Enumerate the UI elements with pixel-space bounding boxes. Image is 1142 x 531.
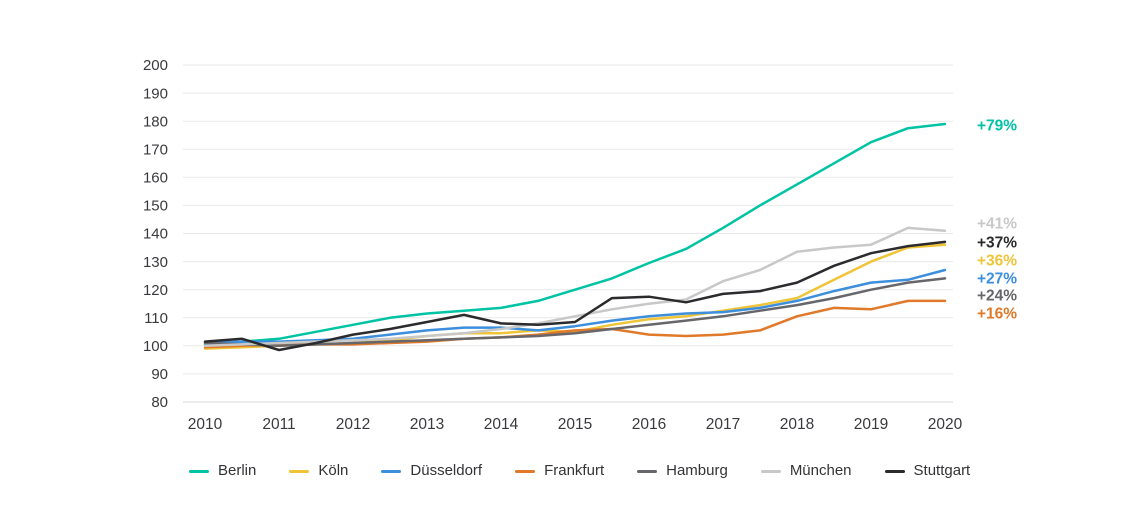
x-axis-tick-label: 2017 <box>706 416 740 433</box>
legend-item-köln: Köln <box>289 462 348 480</box>
series-line-berlin <box>203 122 947 346</box>
legend-item-stuttgart: Stuttgart <box>884 462 971 480</box>
end-label-stuttgart: +37% <box>977 235 1017 252</box>
series-line-stuttgart <box>203 240 947 352</box>
y-axis-tick-label: 130 <box>143 254 168 271</box>
legend-label: Köln <box>318 462 349 479</box>
legend-item-berlin: Berlin <box>189 462 256 480</box>
x-axis-tick-label: 2020 <box>928 416 963 433</box>
legend-item-düsseldorf: Düsseldorf <box>381 462 482 480</box>
y-axis-tick-label: 170 <box>143 141 168 158</box>
y-axis-tick-label: 100 <box>143 338 168 355</box>
y-axis-tick-label: 110 <box>144 310 168 327</box>
end-label-hamburg: +24% <box>977 288 1017 305</box>
legend-label: Berlin <box>218 462 257 479</box>
legend-label: Düsseldorf <box>410 462 483 479</box>
end-label-düsseldorf: +27% <box>977 271 1017 288</box>
y-axis-tick-label: 140 <box>143 226 168 243</box>
y-axis-tick-label: 190 <box>143 85 168 102</box>
end-label-frankfurt: +16% <box>977 306 1017 323</box>
x-axis-tick-label: 2014 <box>484 416 519 433</box>
y-axis-tick-label: 90 <box>151 366 168 383</box>
y-axis-tick-label: 180 <box>143 113 168 130</box>
legend-swatch-icon <box>760 469 781 473</box>
legend-swatch-icon <box>189 469 209 473</box>
x-axis-tick-label: 2015 <box>558 416 592 433</box>
legend-swatch-icon <box>515 469 536 473</box>
legend-swatch-icon <box>381 469 402 473</box>
x-axis-tick-label: 2010 <box>188 416 223 433</box>
y-axis-tick-label: 120 <box>143 282 168 299</box>
chart-legend: Berlin Köln Düsseldorf Frankfurt Hamburg Münc… <box>189 462 1003 480</box>
series-line-münchen <box>203 226 947 348</box>
x-axis-tick-label: 2012 <box>336 416 370 433</box>
legend-swatch-icon <box>289 469 310 473</box>
y-axis-tick-label: 200 <box>143 57 168 74</box>
legend-item-hamburg: Hamburg <box>637 462 728 480</box>
y-axis-tick-label: 80 <box>151 394 168 411</box>
y-axis-tick-label: 150 <box>143 198 168 215</box>
legend-label: München <box>789 462 852 479</box>
legend-label: Hamburg <box>666 462 728 479</box>
x-axis-tick-label: 2018 <box>780 416 814 433</box>
x-axis-tick-label: 2011 <box>262 416 295 433</box>
y-axis-tick-label: 160 <box>143 170 168 187</box>
end-label-berlin: +79% <box>977 118 1017 135</box>
legend-item-frankfurt: Frankfurt <box>515 462 604 480</box>
legend-item-münchen: München <box>760 462 852 480</box>
legend-swatch-icon <box>637 469 658 473</box>
x-axis-tick-label: 2016 <box>632 416 666 433</box>
legend-label: Frankfurt <box>544 462 605 479</box>
end-label-münchen: +41% <box>977 216 1017 233</box>
series-line-hamburg <box>203 277 947 348</box>
legend-swatch-icon <box>884 469 905 473</box>
x-axis-tick-label: 2013 <box>410 416 444 433</box>
x-axis-tick-label: 2019 <box>854 416 888 433</box>
end-label-köln: +36% <box>977 253 1017 270</box>
legend-label: Stuttgart <box>913 462 971 479</box>
